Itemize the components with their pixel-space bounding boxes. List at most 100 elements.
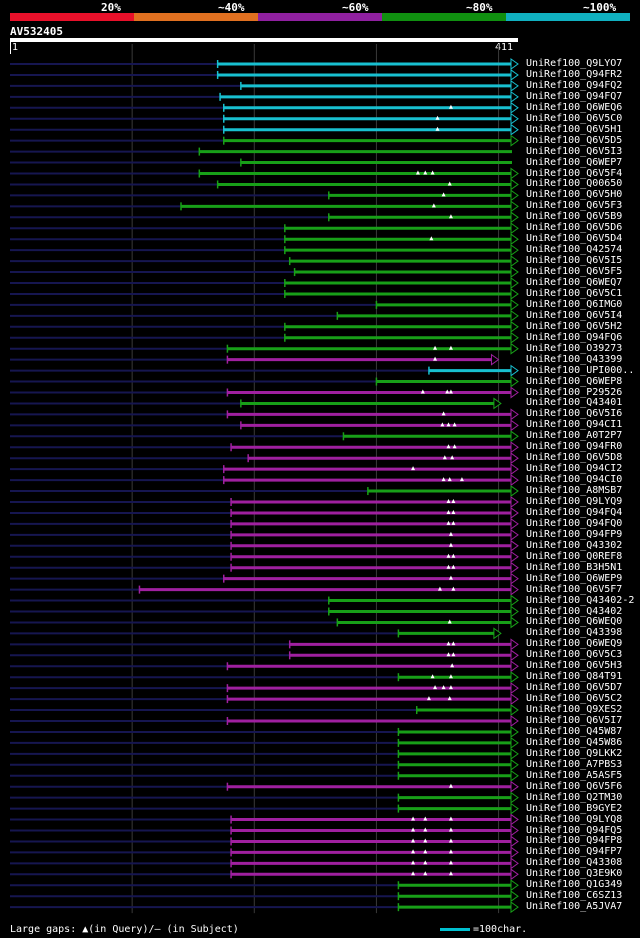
- hit-label[interactable]: UniRef100_Q6V5I3: [526, 145, 623, 157]
- hit-label[interactable]: UniRef100_Q00650: [526, 178, 623, 190]
- hit-label[interactable]: UniRef100_Q9LYO7: [526, 58, 623, 69]
- hit-label[interactable]: UniRef100_Q94CI2: [526, 463, 623, 475]
- identity-legend: 20% ~40% ~60% ~80% ~100%: [10, 0, 630, 22]
- hit-label[interactable]: UniRef100_Q42574: [526, 244, 623, 256]
- hit-label[interactable]: UniRef100_Q43399: [526, 353, 623, 365]
- hit-label[interactable]: UniRef100_A8MSB7: [526, 485, 623, 497]
- gap-marker: [441, 192, 446, 197]
- hit-label[interactable]: UniRef100_Q6V5H2: [526, 320, 623, 332]
- hit-label[interactable]: UniRef100_Q0REF8: [526, 550, 623, 562]
- hit-label[interactable]: UniRef100_Q6WEQ0: [526, 616, 623, 628]
- legend-swatch: [134, 13, 258, 21]
- hit-label[interactable]: UniRef100_Q94FQ4: [526, 506, 623, 518]
- alignment-arrow: [510, 802, 519, 815]
- hit-label[interactable]: UniRef100_Q6WEP7: [526, 156, 623, 168]
- hit-label[interactable]: UniRef100_Q6V5C0: [526, 112, 623, 124]
- hit-label[interactable]: UniRef100_Q6WEQ9: [526, 638, 623, 650]
- hit-label[interactable]: UniRef100_Q6V5B9: [526, 211, 623, 223]
- hit-label[interactable]: UniRef100_A5ASF5: [526, 769, 623, 781]
- hit-label[interactable]: UniRef100_A5JVA7: [526, 901, 623, 913]
- hit-label[interactable]: UniRef100_Q6V5D8: [526, 452, 623, 464]
- gap-marker: [411, 871, 416, 876]
- hit-label[interactable]: UniRef100_Q45W86: [526, 736, 623, 748]
- hit-label[interactable]: UniRef100_UPI000..: [526, 364, 635, 376]
- hit-label[interactable]: UniRef100_Q45W87: [526, 725, 623, 737]
- hit-label[interactable]: UniRef100_Q6V5D7: [526, 682, 623, 694]
- hit-label[interactable]: UniRef100_Q43398: [526, 627, 623, 639]
- alignment-arrow: [510, 375, 519, 388]
- hit-label[interactable]: UniRef100_Q9LYQ9: [526, 496, 623, 507]
- gap-marker: [423, 827, 428, 832]
- alignment-arrow: [510, 244, 519, 257]
- hit-label[interactable]: UniRef100_Q94FR0: [526, 441, 623, 453]
- hit-label[interactable]: UniRef100_Q6V5D4: [526, 233, 623, 245]
- hit-label[interactable]: UniRef100_Q94FP7: [526, 846, 623, 858]
- alignment-arrow: [510, 441, 519, 454]
- hit-label[interactable]: UniRef100_Q94CI1: [526, 419, 623, 431]
- legend-label: ~100%: [583, 1, 617, 14]
- alignment-arrow: [510, 233, 519, 246]
- hit-label[interactable]: UniRef100_Q3E9K0: [526, 868, 623, 880]
- hit-label[interactable]: UniRef100_Q94FR2: [526, 68, 623, 80]
- hit-label[interactable]: UniRef100_Q9LKK2: [526, 747, 623, 759]
- hit-label[interactable]: UniRef100_Q6V5C2: [526, 693, 623, 705]
- hit-label[interactable]: UniRef100_Q94FQ2: [526, 79, 623, 91]
- hit-label[interactable]: UniRef100_P29526: [526, 386, 623, 398]
- hit-label[interactable]: UniRef100_Q43302: [526, 539, 623, 551]
- hit-label[interactable]: UniRef100_Q6V5F5: [526, 266, 623, 278]
- hit-label[interactable]: UniRef100_Q6V5F3: [526, 200, 623, 212]
- hit-label[interactable]: UniRef100_Q94FP8: [526, 835, 623, 847]
- hit-label[interactable]: UniRef100_Q6V5C1: [526, 287, 623, 299]
- hit-label[interactable]: UniRef100_Q94FP9: [526, 528, 623, 540]
- hit-label[interactable]: UniRef100_Q6WEQ7: [526, 277, 623, 288]
- alignment-arrow: [510, 79, 519, 92]
- hit-label[interactable]: UniRef100_Q43401: [526, 397, 623, 409]
- hit-label[interactable]: UniRef100_Q6WEQ6: [526, 101, 623, 113]
- alignment-arrow: [510, 112, 519, 125]
- hit-label[interactable]: UniRef100_Q6V5C3: [526, 649, 623, 661]
- hit-label[interactable]: UniRef100_Q6V5D5: [526, 134, 623, 146]
- hit-label[interactable]: UniRef100_A0T2P7: [526, 430, 623, 442]
- hit-label[interactable]: UniRef100_Q94CI0: [526, 474, 623, 486]
- hit-label[interactable]: UniRef100_Q94FQ0: [526, 517, 623, 529]
- legend-label: ~40%: [218, 1, 245, 14]
- hit-label[interactable]: UniRef100_Q9XES2: [526, 704, 623, 716]
- hit-label[interactable]: UniRef100_O39273: [526, 342, 623, 354]
- hit-label[interactable]: UniRef100_Q94FQ7: [526, 90, 623, 102]
- hit-label[interactable]: UniRef100_Q43402-2: [526, 594, 635, 606]
- hit-label[interactable]: UniRef100_Q6V5H3: [526, 660, 623, 672]
- hit-label[interactable]: UniRef100_Q2TM30: [526, 791, 623, 803]
- hit-label[interactable]: UniRef100_Q6V5D6: [526, 222, 623, 234]
- gap-marker: [451, 553, 456, 558]
- gap-marker: [423, 860, 428, 865]
- hit-label[interactable]: UniRef100_Q84T91: [526, 671, 623, 683]
- hit-label[interactable]: UniRef100_A7PBS3: [526, 758, 623, 770]
- hit-label[interactable]: UniRef100_Q6V5F4: [526, 167, 623, 179]
- gap-marker: [423, 838, 428, 843]
- gap-marker: [446, 641, 451, 646]
- hit-label[interactable]: UniRef100_B3H5N1: [526, 561, 623, 573]
- hit-label[interactable]: UniRef100_Q1G349: [526, 879, 623, 891]
- hit-label[interactable]: UniRef100_Q43308: [526, 857, 623, 869]
- hit-label[interactable]: UniRef100_Q9LYQ8: [526, 813, 623, 825]
- hit-label[interactable]: UniRef100_Q6WEP8: [526, 375, 623, 387]
- hit-label[interactable]: UniRef100_Q6V5I6: [526, 408, 623, 420]
- hit-label[interactable]: UniRef100_B9GYE2: [526, 802, 623, 814]
- hit-label[interactable]: UniRef100_C6SZ13: [526, 890, 623, 902]
- hit-label[interactable]: UniRef100_Q6V5F6: [526, 780, 623, 792]
- gap-marker: [451, 641, 456, 646]
- legend-label: 20%: [101, 1, 121, 14]
- hit-label[interactable]: UniRef100_Q6V5H1: [526, 123, 623, 135]
- hit-label[interactable]: UniRef100_Q6WEP9: [526, 572, 623, 584]
- hit-label[interactable]: UniRef100_Q43402: [526, 605, 623, 617]
- hit-label[interactable]: UniRef100_Q94FQ6: [526, 331, 623, 343]
- gap-marker: [440, 422, 445, 427]
- hit-label[interactable]: UniRef100_Q6V5F7: [526, 583, 623, 595]
- hit-label[interactable]: UniRef100_Q6V5I7: [526, 715, 623, 726]
- hit-label[interactable]: UniRef100_Q94FQ5: [526, 824, 623, 836]
- hit-label[interactable]: UniRef100_Q6V5I5: [526, 255, 623, 267]
- hit-label[interactable]: UniRef100_Q6IMG0: [526, 298, 623, 310]
- hit-label[interactable]: UniRef100_Q6V5I4: [526, 309, 623, 321]
- alignment-arrow: [510, 769, 519, 782]
- hit-label[interactable]: UniRef100_Q6V5H0: [526, 189, 623, 201]
